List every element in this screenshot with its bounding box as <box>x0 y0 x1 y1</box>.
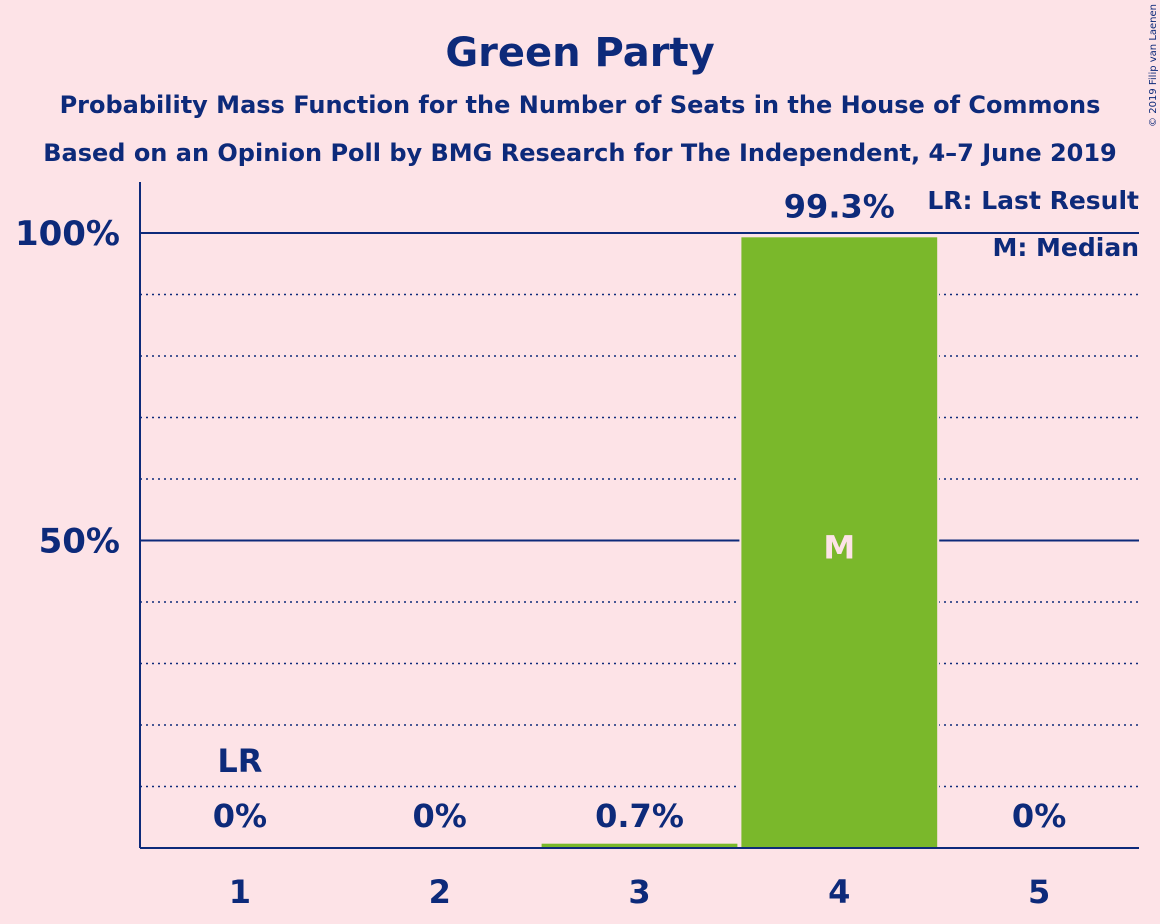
y-tick-label: 50% <box>39 522 120 562</box>
median-marker: M <box>823 529 855 567</box>
data-label: 0% <box>213 797 267 835</box>
data-label: 99.3% <box>784 187 895 225</box>
chart-subtitle-line-1: Probability Mass Function for the Number… <box>60 91 1101 119</box>
last-result-marker: LR <box>217 742 262 780</box>
chart-subtitle-line-2: Based on an Opinion Poll by BMG Research… <box>43 139 1117 167</box>
x-tick-label: 5 <box>1028 873 1050 911</box>
data-label: 0.7% <box>595 797 684 835</box>
bar <box>541 843 738 848</box>
bar <box>741 237 938 848</box>
x-tick-label: 4 <box>828 873 850 911</box>
data-label: 0% <box>413 797 467 835</box>
y-tick-label: 100% <box>15 214 120 254</box>
legend-last-result: LR: Last Result <box>927 186 1139 215</box>
plot-area: 50%100%1 2 3 4 50% 0% 0.7%99.3%0%LRM <box>15 182 1139 911</box>
chart-title: Green Party <box>445 30 714 76</box>
data-label: 0% <box>1012 797 1066 835</box>
x-tick-label: 3 <box>628 873 650 911</box>
x-tick-label: 2 <box>429 873 451 911</box>
legend-median: M: Median <box>992 233 1139 262</box>
x-tick-label: 1 <box>229 873 251 911</box>
copyright-note: © 2019 Filip van Laenen <box>1148 4 1159 127</box>
